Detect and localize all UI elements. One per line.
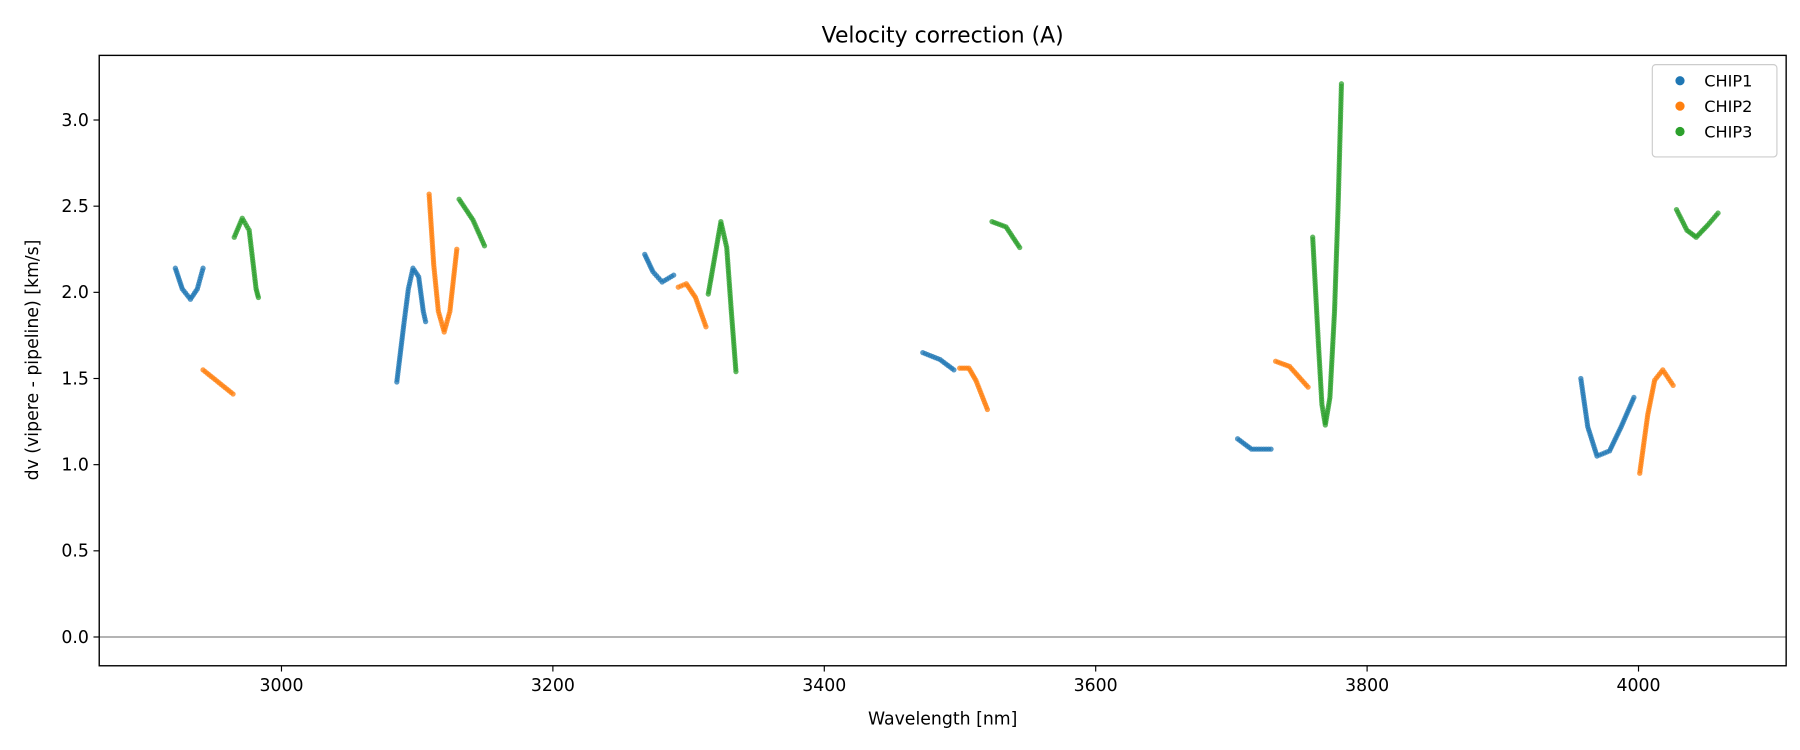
data-point <box>984 406 991 413</box>
series-chip3 <box>231 81 1721 428</box>
data-point <box>1268 446 1274 452</box>
legend-marker-chip3 <box>1675 126 1685 137</box>
data-point <box>1305 384 1311 390</box>
y-tick-label: 1.0 <box>61 455 89 475</box>
data-point <box>1715 210 1721 216</box>
data-point <box>454 246 460 252</box>
x-tick-label: 3800 <box>1345 676 1389 696</box>
data-point <box>422 318 429 325</box>
y-tick-label: 0.0 <box>61 628 89 648</box>
legend-marker-chip2 <box>1675 101 1685 111</box>
legend: CHIP1 CHIP2 CHIP3 <box>1651 64 1778 158</box>
data-point <box>230 391 236 397</box>
y-tick-label: 2.5 <box>61 197 89 217</box>
x-axis-label: Wavelength [nm] <box>868 710 1017 730</box>
data-point <box>200 265 206 271</box>
data-point <box>481 243 488 249</box>
legend-label: CHIP3 <box>1704 122 1752 141</box>
data-point <box>1017 244 1023 251</box>
data-point <box>703 324 709 330</box>
data-point <box>1670 382 1676 389</box>
data-point <box>733 368 739 375</box>
data-points <box>172 81 1721 476</box>
y-tick-label: 0.5 <box>61 542 89 562</box>
data-point <box>1338 81 1345 87</box>
x-tick-label: 4000 <box>1616 676 1660 696</box>
legend-marker-chip1 <box>1675 76 1685 86</box>
plot-frame <box>98 54 1787 667</box>
series-chip1 <box>172 251 1637 459</box>
series-chip2 <box>200 191 1676 476</box>
y-axis-label: dv (vipere - pipeline) [km/s] <box>23 240 43 481</box>
legend-label: CHIP2 <box>1704 97 1752 116</box>
legend-label: CHIP1 <box>1704 72 1752 91</box>
data-point <box>1631 394 1637 401</box>
data-point <box>671 272 677 278</box>
y-tick-label: 3.0 <box>61 111 89 131</box>
x-tick-label: 3200 <box>531 676 575 696</box>
data-point <box>951 367 957 373</box>
y-tick-label: 1.5 <box>61 369 89 389</box>
chart-title: Velocity correction (A) <box>822 24 1064 49</box>
x-tick-label: 3000 <box>259 676 303 696</box>
x-tick-label: 3600 <box>1074 676 1118 696</box>
data-point <box>255 294 262 301</box>
axis-ticks: 3000 3200 3400 3600 3800 4000 0.0 0.5 1.0 1.5 2.0 2… <box>61 111 1660 696</box>
x-tick-label: 3400 <box>802 676 846 696</box>
y-tick-label: 2.0 <box>61 283 89 303</box>
